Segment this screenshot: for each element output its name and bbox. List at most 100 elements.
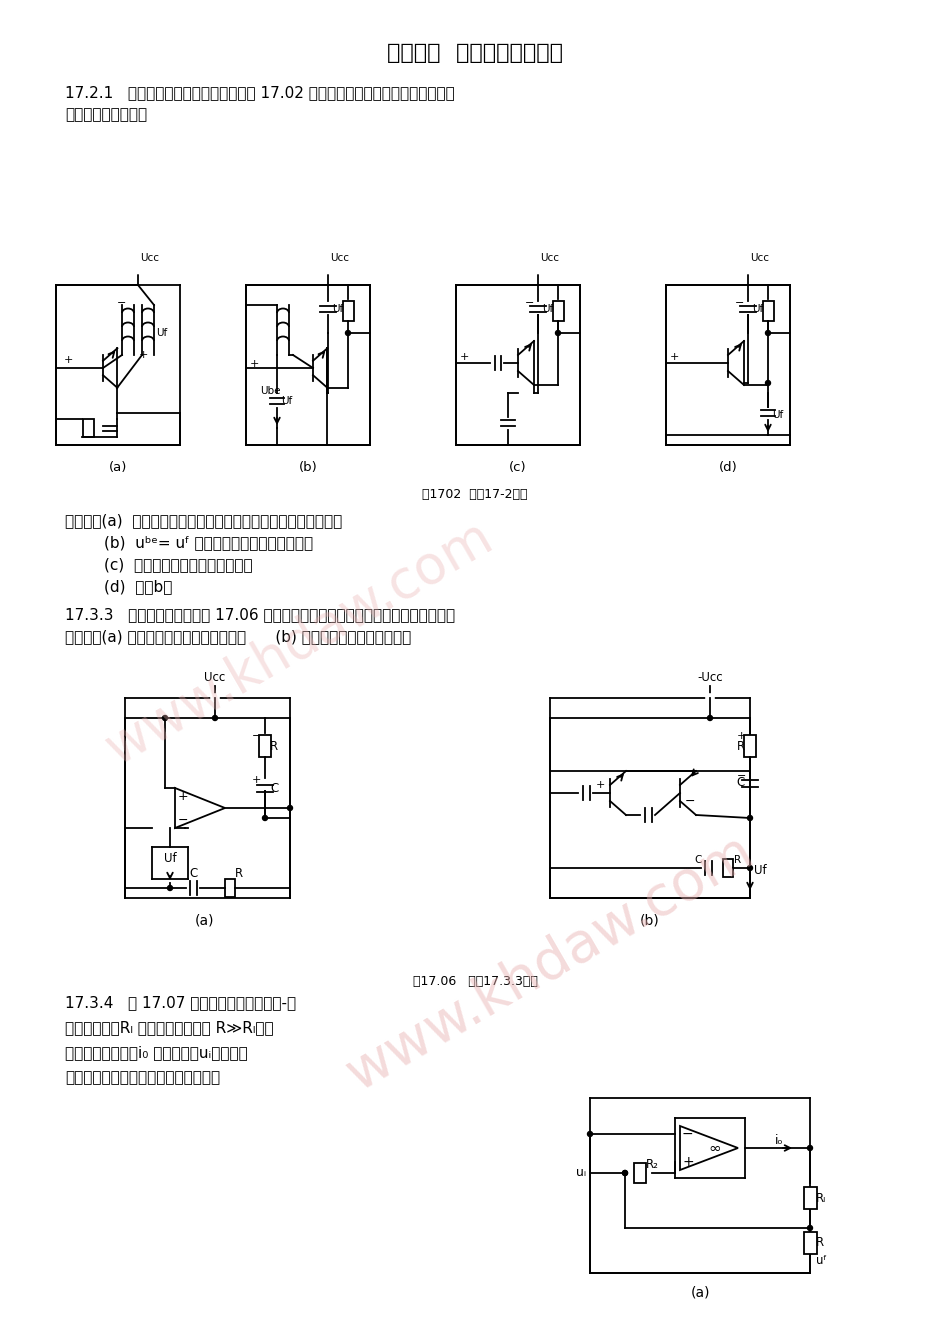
Text: C: C: [694, 855, 702, 865]
Circle shape: [167, 885, 173, 890]
Text: 17.3.4   图 17.07 所示的两个电路是电压-电: 17.3.4 图 17.07 所示的两个电路是电压-电: [65, 995, 296, 1010]
Circle shape: [162, 716, 167, 720]
Text: R: R: [816, 1237, 824, 1249]
Text: ∞: ∞: [709, 1140, 721, 1155]
Circle shape: [748, 815, 752, 821]
Text: (c)  负反馈，不能产生自激振荡。: (c) 负反馈，不能产生自激振荡。: [65, 557, 253, 572]
Circle shape: [766, 380, 770, 385]
Text: Ucc: Ucc: [330, 252, 349, 263]
Text: 图17.06   习颉17.3.3的图: 图17.06 习颉17.3.3的图: [412, 975, 538, 988]
Text: C: C: [270, 782, 278, 795]
Circle shape: [135, 266, 142, 274]
Text: Uf: Uf: [156, 328, 167, 338]
Circle shape: [708, 716, 712, 720]
Text: C: C: [737, 776, 745, 790]
Text: R₂: R₂: [646, 1159, 659, 1171]
Text: (a): (a): [691, 1285, 710, 1299]
Text: Rₗ: Rₗ: [816, 1191, 826, 1205]
Text: 【解】：(a) 负反馈，不能产生自激振荡。      (b) 正反馈，能产生自激振荡。: 【解】：(a) 负反馈，不能产生自激振荡。 (b) 正反馈，能产生自激振荡。: [65, 629, 411, 645]
Text: −: −: [734, 298, 744, 308]
Text: (b): (b): [640, 913, 660, 927]
Text: −: −: [252, 731, 261, 741]
Text: Uf: Uf: [163, 853, 177, 865]
Text: 17.3.3   试用相位条件判断图 17.06 所示两个电路能否产生自激振荡，并说明理由。: 17.3.3 试用相位条件判断图 17.06 所示两个电路能否产生自激振荡，并说…: [65, 607, 455, 622]
Text: 第十七章  电子电路中的反馈: 第十七章 电子电路中的反馈: [387, 43, 563, 63]
Text: +: +: [596, 780, 605, 790]
Text: 图1702  习颉17-2的图: 图1702 习颉17-2的图: [422, 488, 528, 501]
Text: Uf: Uf: [332, 304, 343, 314]
Circle shape: [587, 1132, 593, 1136]
Text: Ucc: Ucc: [540, 252, 559, 263]
Text: 试分别求负载电流i₀ 与输入电压uᵢ的关系，: 试分别求负载电流i₀ 与输入电压uᵢ的关系，: [65, 1045, 248, 1060]
Bar: [804, 1187, 816, 1209]
Text: Uf: Uf: [772, 410, 783, 420]
Text: +: +: [682, 1155, 694, 1168]
Text: 17.2.1   试用自激振荡的相位条件判断图 17.02 所示各电路能否产生自激振荡，哪一: 17.2.1 试用自激振荡的相位条件判断图 17.02 所示各电路能否产生自激振…: [65, 85, 455, 99]
Text: +: +: [460, 352, 469, 363]
Bar: [634, 1163, 646, 1183]
Text: 段上产生反馈电压？: 段上产生反馈电压？: [65, 107, 147, 122]
Text: (a): (a): [196, 913, 215, 927]
Text: www.khdaw.com: www.khdaw.com: [336, 825, 763, 1101]
Text: −: −: [117, 298, 126, 308]
Text: Ucc: Ucc: [204, 672, 226, 684]
Text: (b): (b): [298, 461, 317, 474]
Text: −: −: [685, 795, 695, 807]
Text: (b)  uᵇᵉ= uᶠ ，正反馈，能产生自激振荡。: (b) uᵇᵉ= uᶠ ，正反馈，能产生自激振荡。: [65, 535, 314, 551]
Text: +: +: [178, 790, 189, 803]
Circle shape: [346, 330, 351, 336]
Text: Ucc: Ucc: [140, 252, 159, 263]
Circle shape: [622, 1171, 628, 1175]
Circle shape: [766, 330, 770, 336]
Circle shape: [808, 1146, 812, 1151]
Text: −: −: [524, 298, 534, 308]
Circle shape: [213, 716, 218, 720]
Text: −: −: [178, 814, 188, 826]
Circle shape: [262, 815, 268, 821]
Text: Ucc: Ucc: [750, 252, 769, 263]
Text: +: +: [64, 355, 73, 365]
Text: 并说明它们是何种类型的负反馈电路。: 并说明它们是何种类型的负反馈电路。: [65, 1070, 220, 1085]
Text: Uf: Uf: [754, 864, 767, 877]
Text: R: R: [235, 868, 243, 880]
Bar: [723, 860, 733, 877]
Text: (c): (c): [509, 461, 527, 474]
Text: +: +: [250, 359, 259, 369]
Bar: [804, 1232, 816, 1254]
Circle shape: [808, 1226, 812, 1230]
Text: +: +: [670, 352, 679, 363]
Circle shape: [325, 266, 332, 274]
Bar: [83, 419, 93, 436]
Bar: [343, 301, 353, 321]
Text: uᵢ: uᵢ: [576, 1167, 586, 1179]
Bar: [259, 735, 271, 757]
Bar: [225, 880, 235, 897]
Circle shape: [745, 266, 751, 274]
Circle shape: [748, 865, 752, 870]
Text: (a): (a): [109, 461, 127, 474]
Text: uᶠ: uᶠ: [816, 1253, 827, 1266]
Text: Uf: Uf: [752, 304, 763, 314]
Text: +: +: [252, 775, 261, 786]
Text: 流变换电路，Rₗ 是负载电阵（一般 R≫Rₗ），: 流变换电路，Rₗ 是负载电阵（一般 R≫Rₗ），: [65, 1019, 274, 1035]
Bar: [763, 301, 773, 321]
Text: Uf: Uf: [281, 396, 293, 406]
Circle shape: [556, 330, 560, 336]
Circle shape: [211, 694, 219, 702]
Text: Uf: Uf: [542, 304, 553, 314]
Bar: [744, 735, 756, 757]
Text: −: −: [736, 771, 746, 782]
Bar: [553, 301, 563, 321]
Circle shape: [622, 1171, 628, 1175]
Text: R: R: [734, 855, 741, 865]
Text: −: −: [682, 1127, 694, 1142]
Text: iₒ: iₒ: [775, 1133, 784, 1147]
Text: R: R: [737, 740, 745, 752]
Circle shape: [706, 694, 714, 702]
Circle shape: [288, 806, 293, 810]
Circle shape: [535, 266, 541, 274]
Text: C: C: [189, 868, 198, 880]
Text: -Ucc: -Ucc: [697, 672, 723, 684]
Text: (d)  同（b）: (d) 同（b）: [65, 579, 172, 594]
Text: +: +: [736, 731, 746, 741]
